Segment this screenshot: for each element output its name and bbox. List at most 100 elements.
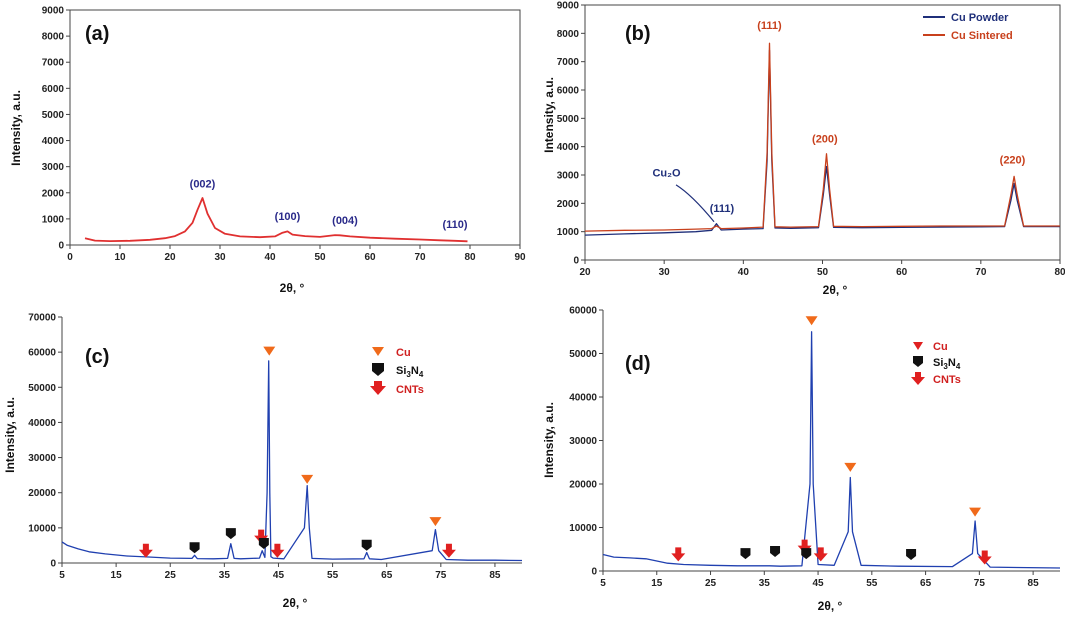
marker-cnts-0 bbox=[671, 547, 686, 562]
series-line-cu-sintered bbox=[584, 42, 1060, 232]
panel-a: 0 10 20 30 40 50 60 70 80 90 0 1000 2000 3000 4000 5000… bbox=[0, 0, 530, 300]
chart-b: 20 30 40 50 60 70 80 0 1000 2000 3000 4000 5000 6000 7… bbox=[542, 1, 1065, 298]
y-tick-label: 70000 bbox=[28, 313, 56, 324]
peak-label: (111) bbox=[757, 20, 782, 32]
y-tick-label: 3000 bbox=[557, 171, 580, 182]
x-tick-label: 20 bbox=[164, 252, 176, 263]
panel-label-c: (c) bbox=[85, 346, 109, 368]
y-tick-label: 1000 bbox=[557, 227, 580, 238]
peak-label: (200) bbox=[812, 133, 838, 145]
marker-si3n4-8 bbox=[906, 548, 917, 560]
plot-frame bbox=[69, 9, 521, 246]
y-tick-label: 6000 bbox=[557, 86, 580, 97]
plot-area-b: 20 30 40 50 60 70 80 0 1000 2000 3000 4000 5000 6000 7… bbox=[557, 1, 1065, 279]
x-tick-label: 15 bbox=[111, 570, 123, 581]
x-tick-label: 65 bbox=[381, 570, 393, 581]
peak-label: Cu₂O bbox=[652, 167, 681, 179]
x-tick-label: 90 bbox=[514, 252, 526, 263]
y-tick-label: 0 bbox=[591, 567, 597, 578]
y-axis-label-c: Intensity, a.u. bbox=[3, 397, 17, 473]
legend-marker-cnts bbox=[370, 381, 386, 395]
x-tick-label: 65 bbox=[920, 578, 932, 589]
x-tick-label: 75 bbox=[974, 578, 986, 589]
y-tick-label: 2000 bbox=[42, 188, 65, 199]
y-tick-label: 10000 bbox=[28, 523, 56, 534]
legend-label-si3n4: Si3N4 bbox=[933, 357, 961, 371]
legend-label-cu: Cu bbox=[933, 341, 948, 353]
panel-label-a: (a) bbox=[85, 23, 109, 45]
legend-label-cnts: CNTs bbox=[396, 384, 424, 396]
x-tick-label: 75 bbox=[435, 570, 447, 581]
x-axis-label-d: 2θ, ° bbox=[818, 599, 843, 613]
legend-label-cnts: CNTs bbox=[933, 374, 961, 386]
x-tick-label: 40 bbox=[264, 252, 276, 263]
panel-label-d: (d) bbox=[625, 353, 651, 375]
x-tick-label: 85 bbox=[1028, 578, 1040, 589]
y-tick-label: 7000 bbox=[42, 58, 65, 69]
x-tick-label: 50 bbox=[817, 267, 829, 278]
x-tick-label: 80 bbox=[1054, 267, 1065, 278]
x-tick-label: 60 bbox=[896, 267, 908, 278]
marker-si3n4-4 bbox=[258, 537, 269, 549]
x-tick-label: 40 bbox=[738, 267, 750, 278]
legend-marker-cu bbox=[913, 342, 923, 350]
y-tick-label: 20000 bbox=[28, 488, 56, 499]
y-axis-label-a: Intensity, a.u. bbox=[9, 90, 23, 166]
y-tick-label: 8000 bbox=[42, 32, 65, 43]
x-tick-label: 70 bbox=[414, 252, 426, 263]
legend-label-cu: Cu bbox=[396, 347, 411, 359]
marker-cnts-0 bbox=[138, 543, 153, 558]
marker-cnts-3 bbox=[797, 539, 812, 554]
panel-c: 5 15 25 35 45 55 65 75 85 0 10000 20000 30000 40000 50… bbox=[0, 305, 530, 615]
legend-marker-si3n4 bbox=[913, 356, 923, 367]
peak-label: (002) bbox=[190, 179, 216, 191]
y-tick-label: 9000 bbox=[42, 6, 65, 17]
series-line-cu-si3n4-cnts bbox=[602, 331, 1061, 569]
x-tick-label: 5 bbox=[600, 578, 606, 589]
y-tick-label: 60000 bbox=[28, 348, 56, 359]
marker-si3n4-1 bbox=[189, 542, 200, 554]
marker-cnts-10 bbox=[441, 543, 456, 558]
legend-marker-si3n4 bbox=[372, 363, 384, 376]
legend-d: Cu Si3N4 CNTs bbox=[911, 341, 961, 386]
legend-marker-cu bbox=[372, 347, 384, 356]
legend-marker-cnts bbox=[911, 372, 925, 385]
chart-a: 0 10 20 30 40 50 60 70 80 90 0 1000 2000 3000 4000 5000… bbox=[9, 6, 526, 296]
chart-d: 5 15 25 35 45 55 65 75 85 0 10000 20000 30000 40000 50… bbox=[542, 306, 1061, 613]
marker-si3n4-1 bbox=[740, 548, 751, 560]
x-tick-label: 55 bbox=[327, 570, 339, 581]
x-tick-label: 35 bbox=[759, 578, 771, 589]
y-tick-label: 10000 bbox=[569, 523, 597, 534]
legend-label-si3n4: Si3N4 bbox=[396, 365, 424, 379]
x-tick-label: 30 bbox=[214, 252, 226, 263]
x-tick-label: 5 bbox=[59, 570, 65, 581]
marker-si3n4-2 bbox=[225, 528, 236, 540]
y-tick-label: 50000 bbox=[28, 383, 56, 394]
y-tick-label: 1000 bbox=[42, 214, 65, 225]
y-tick-label: 2000 bbox=[557, 199, 580, 210]
y-axis-label-b: Intensity, a.u. bbox=[542, 77, 556, 153]
x-tick-label: 45 bbox=[812, 578, 824, 589]
plot-area-d: 5 15 25 35 45 55 65 75 85 0 10000 20000 30000 40000 50… bbox=[569, 306, 1061, 589]
marker-si3n4-8 bbox=[361, 539, 372, 551]
marker-cnts-3 bbox=[254, 529, 269, 544]
series-line-cu-si3n4-cnts bbox=[61, 360, 523, 562]
y-tick-label: 40000 bbox=[569, 393, 597, 404]
x-axis-label-c: 2θ, ° bbox=[283, 596, 308, 610]
y-tick-label: 9000 bbox=[557, 1, 580, 12]
peak-label: (004) bbox=[332, 215, 358, 227]
series-line-graphite bbox=[84, 197, 468, 243]
y-tick-label: 8000 bbox=[557, 29, 580, 40]
y-tick-label: 4000 bbox=[42, 136, 65, 147]
y-tick-label: 7000 bbox=[557, 57, 580, 68]
legend-label-cu-sintered: Cu Sintered bbox=[951, 30, 1013, 42]
cu2o-arrow bbox=[675, 184, 715, 223]
x-tick-label: 20 bbox=[579, 267, 591, 278]
marker-cu-5 bbox=[263, 346, 276, 356]
y-tick-label: 0 bbox=[573, 256, 579, 267]
peak-label: (110) bbox=[442, 219, 467, 231]
marker-cu-7 bbox=[301, 474, 314, 484]
marker-cu-5 bbox=[805, 316, 818, 326]
x-axis-label-a: 2θ, ° bbox=[280, 281, 305, 295]
y-tick-label: 40000 bbox=[28, 418, 56, 429]
